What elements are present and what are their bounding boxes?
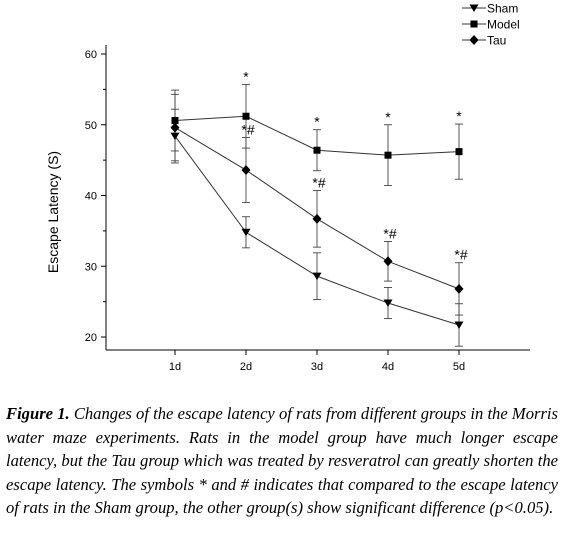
tau-point	[170, 122, 180, 133]
model-point	[171, 117, 179, 125]
sham-point	[170, 132, 180, 141]
legend-model-label: Model	[487, 18, 520, 32]
tau-point	[383, 256, 393, 267]
model-point	[455, 148, 463, 156]
x-tick-label: 3d	[311, 361, 323, 373]
model-significance-label: *	[456, 108, 462, 124]
model-point	[313, 146, 321, 154]
figure-caption-label: Figure 1.	[6, 404, 70, 423]
tau-significance-label: *#	[383, 225, 396, 241]
y-tick-label: 60	[85, 49, 97, 61]
model-significance-label: *	[243, 68, 249, 84]
sham-point	[383, 299, 393, 308]
x-tick-label: 2d	[240, 361, 252, 373]
y-tick-label: 30	[85, 261, 97, 273]
y-tick-label: 50	[85, 120, 97, 132]
tau-point	[454, 283, 464, 294]
x-tick-label: 1d	[169, 361, 181, 373]
escape-latency-chart: 20 30 40 50 60 1d 2d 3d 4d 5d * * * * *# *# *# *# Sham Mo…	[45, 2, 530, 373]
x-tick-label: 5d	[453, 361, 465, 373]
model-significance-label: *	[314, 114, 320, 130]
legend-model-marker	[470, 20, 478, 28]
significance-annotations: * * * * *# *# *# *#	[241, 68, 467, 262]
tau-significance-label: *#	[454, 247, 467, 263]
tau-point	[312, 213, 322, 224]
y-axis-label: Escape Latency (S)	[45, 151, 61, 273]
sham-point	[312, 272, 322, 281]
x-tick-label: 4d	[382, 361, 394, 373]
figure-caption: Figure 1. Changes of the escape latency …	[6, 402, 558, 520]
tau-significance-label: *#	[241, 121, 254, 137]
tau-point	[241, 165, 251, 176]
model-point	[242, 112, 250, 120]
sham-point	[241, 228, 251, 237]
model-point	[384, 151, 392, 159]
y-tick-label: 40	[85, 191, 97, 203]
chart-axes: 20 30 40 50 60 1d 2d 3d 4d 5d	[85, 45, 530, 373]
sham-point	[454, 321, 464, 329]
data-markers	[170, 112, 464, 329]
legend-sham-marker	[469, 4, 479, 12]
y-tick-label: 20	[85, 332, 97, 344]
model-significance-label: *	[385, 109, 391, 125]
legend-tau-label: Tau	[487, 34, 506, 48]
legend: Sham Model Tau	[462, 2, 520, 48]
legend-sham-label: Sham	[487, 2, 518, 16]
tau-significance-label: *#	[312, 175, 325, 191]
legend-tau-marker	[469, 35, 479, 45]
figure-caption-text: Changes of the escape latency of rats fr…	[6, 404, 558, 517]
